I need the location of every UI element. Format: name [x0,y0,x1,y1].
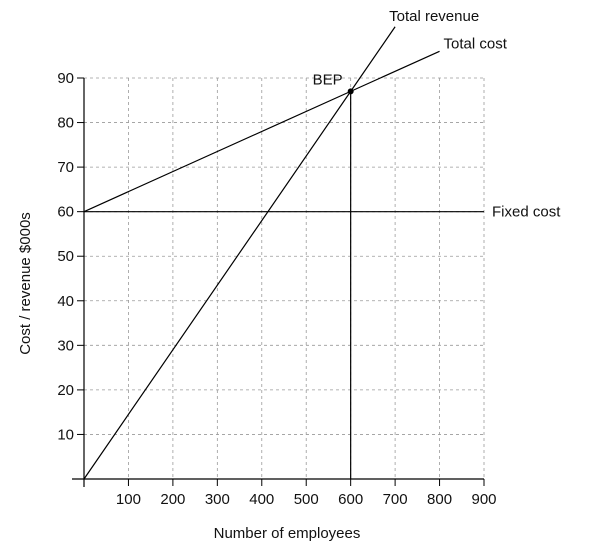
x-tick-label-700: 700 [383,491,408,508]
x-tick-label-400: 400 [249,491,274,508]
series-line-total-revenue [83,26,396,480]
labels: Number of employees Cost / revenue $000s… [17,8,561,542]
y-tick-label-50: 50 [57,248,74,265]
y-tick-label-30: 30 [57,337,74,354]
x-tick-label-500: 500 [294,491,319,508]
series [83,26,484,480]
y-tick-label-70: 70 [57,159,74,176]
y-tick-label-90: 90 [57,70,74,87]
y-tick-label-10: 10 [57,426,74,443]
y-tick-label-80: 80 [57,115,74,132]
y-tick-label-20: 20 [57,382,74,399]
grid [84,77,485,479]
ticks: 100 200 300 400 500 600 700 800 900 10 20 30 40 50 60 7… [57,70,496,508]
bep-label: BEP [313,71,343,88]
x-axis-label: Number of employees [214,525,361,542]
x-tick-label-600: 600 [338,491,363,508]
axes [72,78,484,487]
series-label-total-cost: Total cost [444,35,508,52]
y-tick-label-40: 40 [57,293,74,310]
x-tick-label-300: 300 [205,491,230,508]
bep-point [347,88,354,95]
series-label-total-revenue: Total revenue [389,8,479,25]
series-label-fixed-cost: Fixed cost [492,204,561,221]
x-tick-label-200: 200 [160,491,185,508]
y-tick-label-60: 60 [57,204,74,221]
x-tick-label-100: 100 [116,491,141,508]
y-axis-label: Cost / revenue $000s [17,212,34,355]
x-tick-label-800: 800 [427,491,452,508]
x-tick-label-900: 900 [471,491,496,508]
